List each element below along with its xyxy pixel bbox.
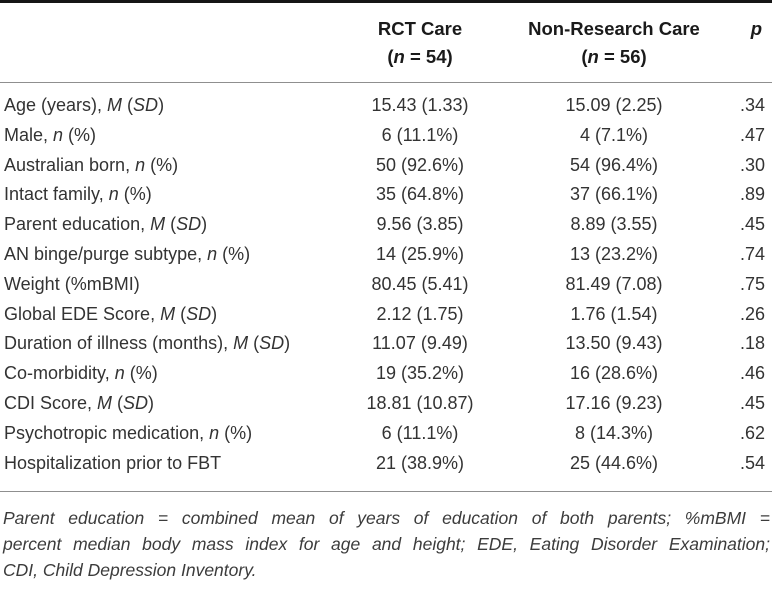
nrc-value: 54 (96.4%) [569,154,659,175]
nrc-value: 16 (28.6%) [569,363,659,384]
rct-value: 80.45 (5.41) [371,273,469,294]
nrc-value: 37 (66.1%) [569,184,659,205]
table-header: RCT Care (n = 54) Non-Research Care (n =… [0,1,772,83]
rct-value: 14 (25.9%) [375,243,465,264]
rct-value: 50 (92.6%) [375,154,465,175]
row-label: Parent education, M (SD) [4,214,208,235]
table-row: Weight (%mBMI) 80.45 (5.41) 81.49 (7.08) .7… [0,270,772,300]
col-header-nrc-title: Non-Research Care [528,18,700,39]
rct-value: 35 (64.8%) [375,184,465,205]
nrc-value: 13.50 (9.43) [565,333,663,354]
table-row: Co-morbidity, n (%) 19 (35.2%) 16 (28.6%).… [0,359,772,389]
table-row: Parent education, M (SD) 9.56 (3.85) 8.89 … [0,210,772,240]
row-label: Male, n (%) [4,124,97,145]
row-label: AN binge/purge subtype, n (%) [4,243,251,264]
col-header-nrc-n: (n = 56) [581,46,647,67]
row-label: Duration of illness (months), M (SD) [4,333,291,354]
nrc-value: 15.09 (2.25) [565,95,663,115]
table-row: Male, n (%) 6 (11.1%) 4 (7.1%) .47 [0,121,772,151]
nrc-value: 81.49 (7.08) [565,273,663,294]
footnote-line-3: CDI, Child Depression Inventory. [3,560,257,581]
nrc-value: 25 (44.6%) [500,448,728,493]
rct-value: 19 (35.2%) [375,363,465,384]
table-row: CDI Score, M (SD) 18.81 (10.87) 17.16 (9.2… [0,389,772,419]
table-row: Psychotropic medication, n (%) 6 (11.1%) 8… [0,419,772,449]
col-header-rct-title: RCT Care [377,18,463,39]
nrc-value: 8.89 (3.55) [570,214,658,235]
table-row: Global EDE Score, M (SD) 2.12 (1.75) 1.76 … [0,300,772,330]
row-label: Weight (%mBMI) [4,273,140,294]
table-row: Intact family, n (%) 35 (64.8%) 37 (66.1%)… [0,180,772,210]
table-row: Duration of illness (months), M (SD) 11.0… [0,329,772,359]
demographics-table: RCT Care (n = 54) Non-Research Care (n =… [0,0,772,493]
row-label: Australian born, n (%) [4,154,179,175]
rct-value: 2.12 (1.75) [376,303,464,324]
rct-value: 11.07 (9.49) [372,333,468,354]
row-label: CDI Score, M (SD) [4,392,155,413]
p-value: .54 [728,448,772,493]
nrc-value: 13 (23.2%) [569,243,659,264]
row-label: Psychotropic medication, n (%) [4,422,253,443]
table-row: Age (years), M (SD) 15.43 (1.33) 15.09 (2.… [0,83,772,121]
table-body: Age (years), M (SD) 15.43 (1.33) 15.09 (2.… [0,83,772,493]
table-footnote: Parent education = combined mean of year… [0,492,772,583]
p-value: .74 [739,243,765,264]
p-value: .45 [739,392,765,413]
col-header-p-label: p [750,18,762,39]
p-value: .30 [739,154,765,175]
col-header-rct-n: (n = 54) [387,46,453,67]
row-label: Age (years), M (SD) [4,95,165,115]
p-value: .18 [739,333,765,354]
rct-value: 15.43 (1.33) [371,95,469,115]
p-value: .45 [739,214,765,235]
p-value: .34 [739,95,765,115]
table-row: Hospitalization prior to FBT 21 (38.9%) 25… [0,448,772,493]
p-value: .75 [739,273,765,294]
p-value: .47 [739,124,765,145]
header-row: RCT Care (n = 54) Non-Research Care (n =… [0,1,772,83]
nrc-value: 8 (14.3%) [574,422,654,443]
table-row: Australian born, n (%) 50 (92.6%) 54 (96.4… [0,151,772,181]
rct-value: 6 (11.1%) [381,124,459,145]
rct-value: 21 (38.9%) [340,448,500,493]
nrc-value: 4 (7.1%) [579,124,649,145]
rct-value: 6 (11.1%) [381,422,459,443]
p-value: .89 [739,184,765,205]
nrc-value: 1.76 (1.54) [570,303,658,324]
row-label: Intact family, n (%) [4,184,152,205]
p-value: .46 [739,363,765,384]
rct-value: 9.56 (3.85) [376,214,464,235]
table-row: AN binge/purge subtype, n (%) 14 (25.9%) 1… [0,240,772,270]
col-header-nrc: Non-Research Care (n = 56) [500,1,728,83]
col-header-empty [0,1,340,83]
footnote-line-1: Parent education = combined mean of year… [3,508,770,529]
row-label: Global EDE Score, M (SD) [4,303,218,324]
rct-value: 18.81 (10.87) [366,392,474,413]
col-header-rct: RCT Care (n = 54) [340,1,500,83]
footnote-line-2: percent median body mass index for age a… [3,534,770,555]
row-label: Hospitalization prior to FBT [0,448,340,493]
col-header-p: p [728,1,772,83]
p-value: .26 [739,303,765,324]
nrc-value: 17.16 (9.23) [565,392,663,413]
p-value: .62 [739,422,765,443]
row-label: Co-morbidity, n (%) [4,363,158,384]
